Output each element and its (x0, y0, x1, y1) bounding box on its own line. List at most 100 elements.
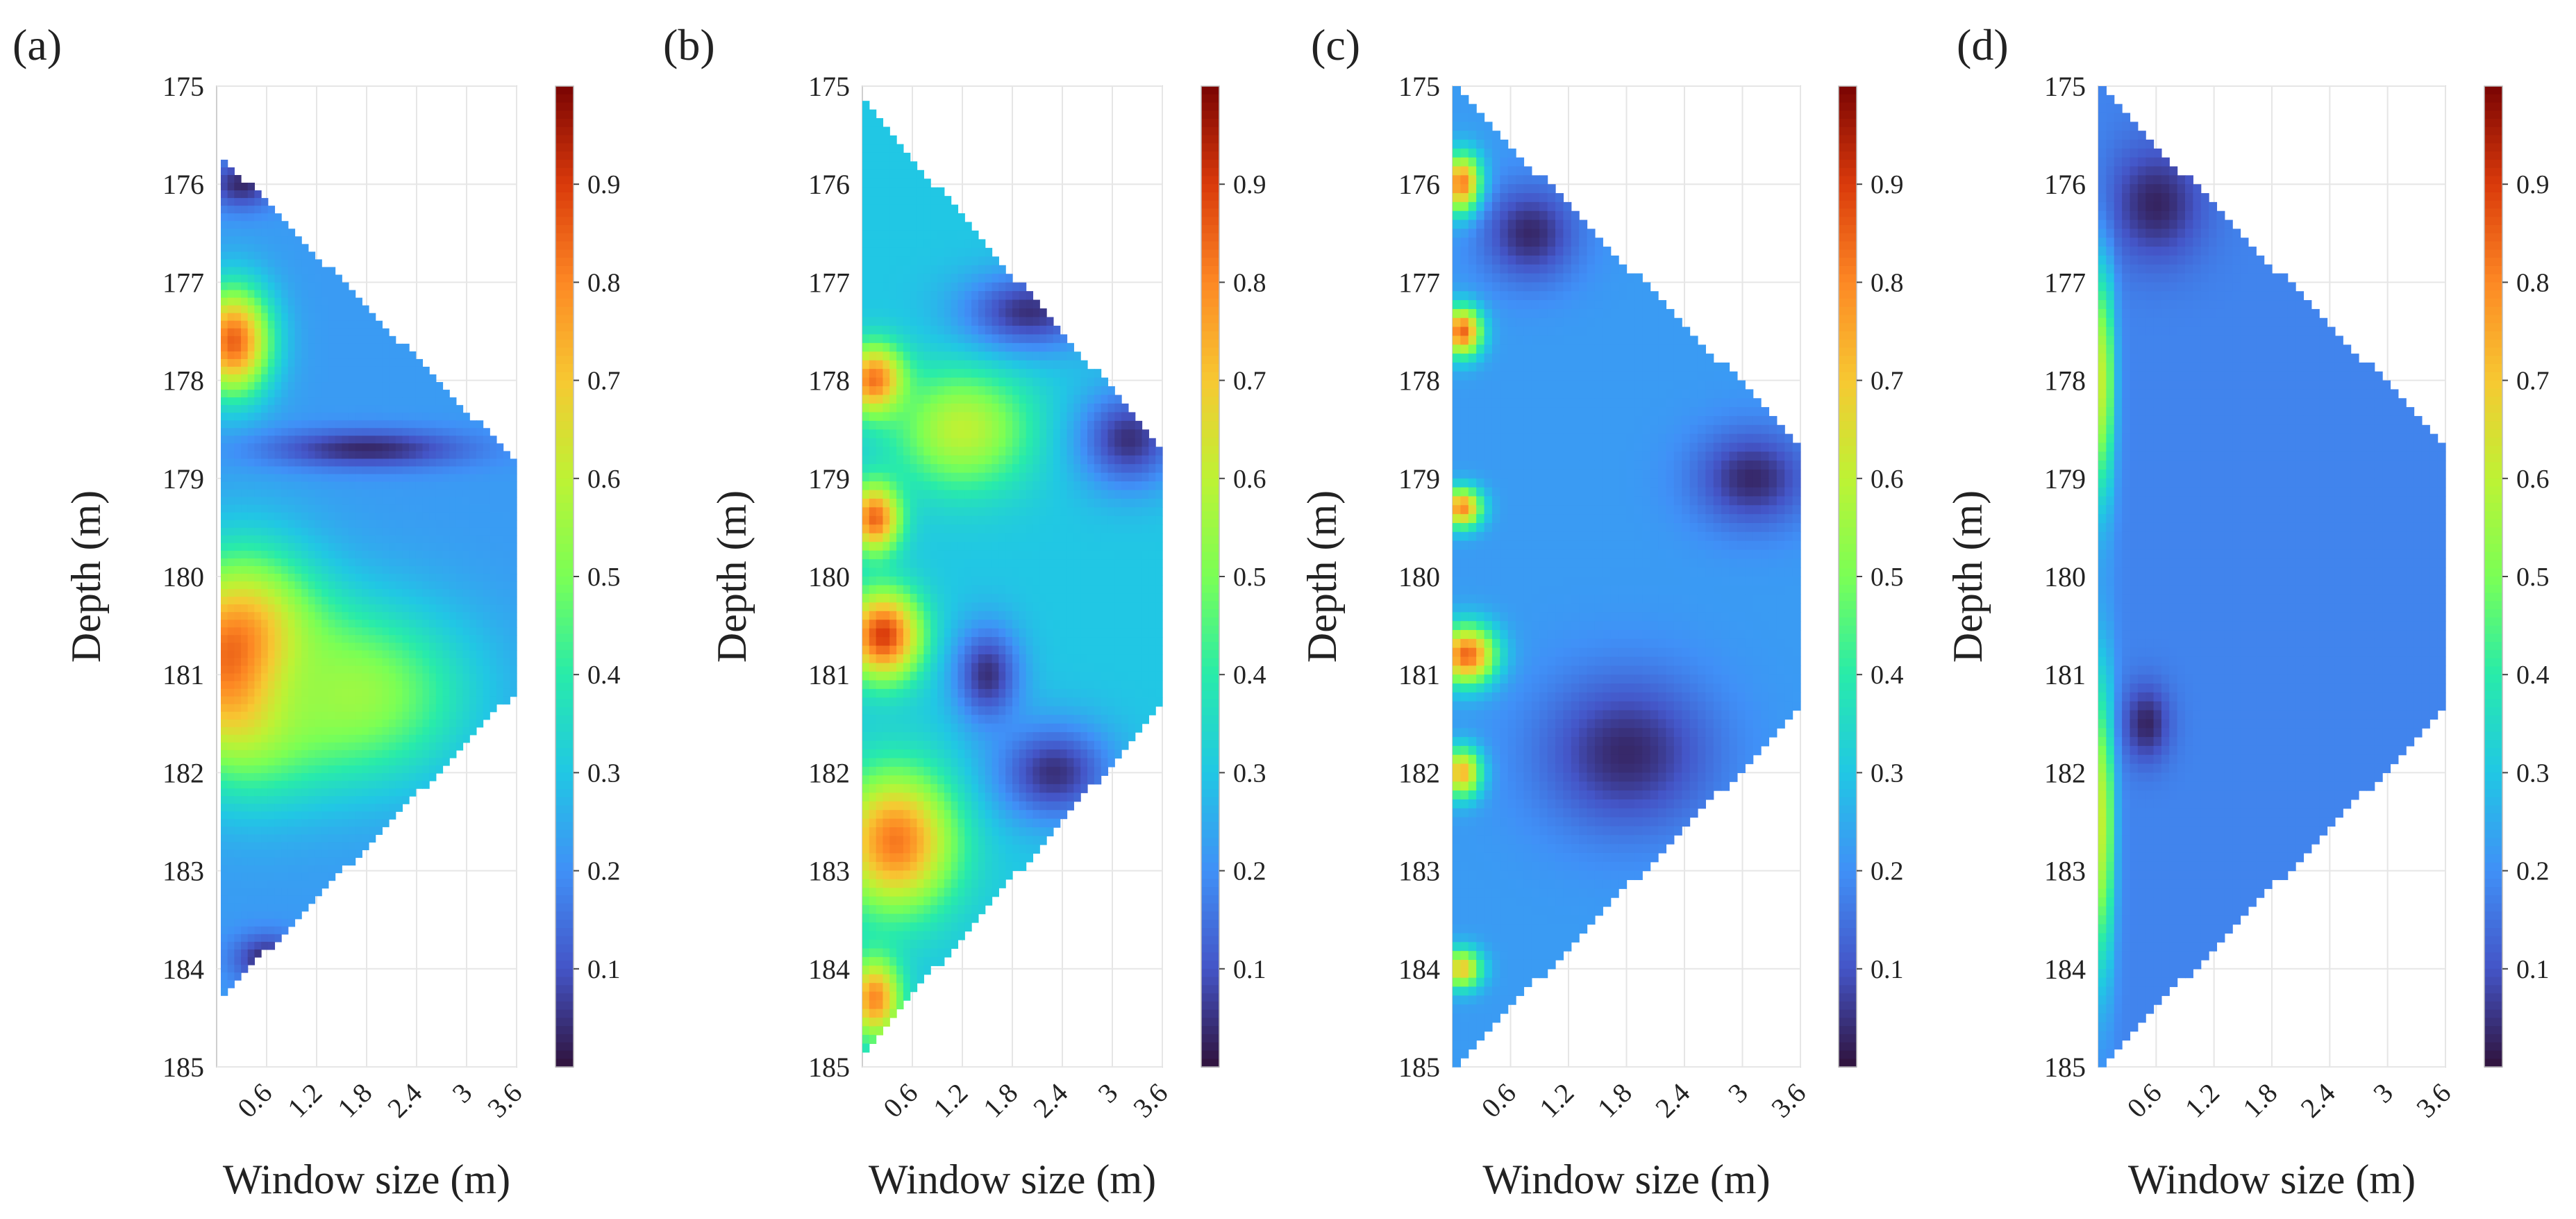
heatmap-cell (930, 265, 938, 274)
heatmap-cell (978, 438, 986, 447)
heatmap-cell (389, 804, 396, 812)
heatmap-cell (449, 650, 457, 659)
heatmap-cell (957, 740, 965, 750)
heatmap-cell (937, 620, 945, 629)
heatmap-cell (483, 658, 490, 667)
heatmap-cell (348, 550, 356, 559)
heatmap-cell (503, 696, 510, 705)
colorbar-segment (555, 911, 574, 920)
colorbar-segment (555, 936, 574, 945)
heatmap-cell (241, 642, 249, 652)
heatmap-cell (389, 397, 396, 406)
heatmap-cell (435, 581, 444, 590)
heatmap-cell (435, 673, 444, 682)
heatmap-cell (369, 650, 376, 659)
heatmap-cell (889, 559, 897, 569)
heatmap-cell (869, 879, 877, 888)
colorbar-segment (555, 200, 574, 210)
heatmap-cell (869, 222, 877, 231)
heatmap-cell (876, 152, 884, 162)
heatmap-cell (395, 734, 403, 743)
heatmap-cell (957, 334, 965, 344)
heatmap-cell (402, 627, 410, 636)
heatmap-cell (382, 397, 390, 406)
heatmap-cell (422, 443, 430, 451)
heatmap-cell (274, 236, 282, 244)
heatmap-cell (375, 535, 383, 544)
colorbar-tick-label: 0.6 (587, 465, 621, 494)
heatmap-cell (896, 585, 904, 595)
heatmap-cell (910, 861, 918, 871)
heatmap-cell (382, 711, 390, 720)
heatmap-cell (308, 251, 316, 260)
heatmap-cell (923, 593, 931, 603)
heatmap-cell (315, 696, 322, 705)
heatmap-cell (287, 428, 296, 436)
heatmap-cell (301, 358, 309, 367)
heatmap-cell (937, 671, 945, 681)
heatmap-cell (294, 565, 302, 574)
heatmap-cell (294, 244, 302, 252)
heatmap-cell (402, 642, 410, 652)
heatmap-cell (369, 658, 376, 667)
heatmap-cell (876, 645, 884, 655)
heatmap-cell (294, 574, 302, 582)
heatmap-cell (869, 585, 877, 595)
heatmap-cell (294, 542, 302, 552)
heatmap-cell (274, 443, 282, 451)
heatmap-cell (355, 297, 362, 306)
heatmap-cell (294, 397, 302, 406)
heatmap-cell (221, 872, 228, 881)
heatmap-cell (321, 804, 329, 812)
heatmap-cell (382, 742, 390, 751)
colorbar-segment (555, 1026, 574, 1035)
heatmap-cell (876, 827, 884, 837)
heatmap-cell (234, 313, 242, 322)
heatmap-cell (241, 366, 249, 375)
heatmap-cell (395, 681, 403, 690)
heatmap-cell (294, 328, 302, 337)
heatmap-cell (342, 451, 349, 460)
heatmap-cell (896, 420, 904, 430)
heatmap-cell (869, 931, 877, 940)
heatmap-cell (978, 420, 986, 430)
heatmap-cell (903, 637, 911, 647)
heatmap-cell (321, 313, 329, 322)
heatmap-cell (883, 628, 890, 638)
heatmap-cell (335, 305, 342, 314)
heatmap-cell (355, 428, 362, 436)
heatmap-cell (375, 796, 383, 804)
heatmap-cell (930, 888, 938, 897)
heatmap-cell (254, 696, 262, 705)
heatmap-cell (862, 844, 870, 854)
heatmap-cell (369, 466, 376, 475)
heatmap-cell (896, 481, 904, 491)
colorbar-segment (555, 1018, 574, 1027)
heatmap-cell (957, 222, 965, 231)
heatmap-cell (234, 627, 242, 636)
heatmap-cell (315, 527, 322, 536)
heatmap-cell (951, 247, 959, 257)
heatmap-cell (281, 297, 289, 306)
heatmap-cell (281, 903, 289, 912)
heatmap-cell (281, 451, 289, 460)
heatmap-cell (294, 811, 302, 820)
heatmap-cell (985, 429, 993, 439)
heatmap-cell (382, 390, 390, 398)
heatmap-cell (930, 429, 938, 439)
heatmap-cell (395, 436, 403, 444)
heatmap-cell (971, 325, 979, 335)
heatmap-cell (869, 948, 877, 958)
colorbar-segment (555, 968, 574, 978)
heatmap-cell (342, 397, 349, 406)
heatmap-cell (402, 565, 410, 574)
heatmap-cell (355, 635, 362, 643)
heatmap-cell (335, 527, 342, 536)
heatmap-cell (267, 711, 276, 720)
heatmap-cell (362, 358, 369, 367)
colorbar-segment (555, 625, 574, 635)
heatmap-cell (335, 297, 342, 306)
heatmap-cell (362, 313, 369, 322)
heatmap-cell (883, 360, 890, 370)
heatmap-cell (889, 922, 897, 932)
